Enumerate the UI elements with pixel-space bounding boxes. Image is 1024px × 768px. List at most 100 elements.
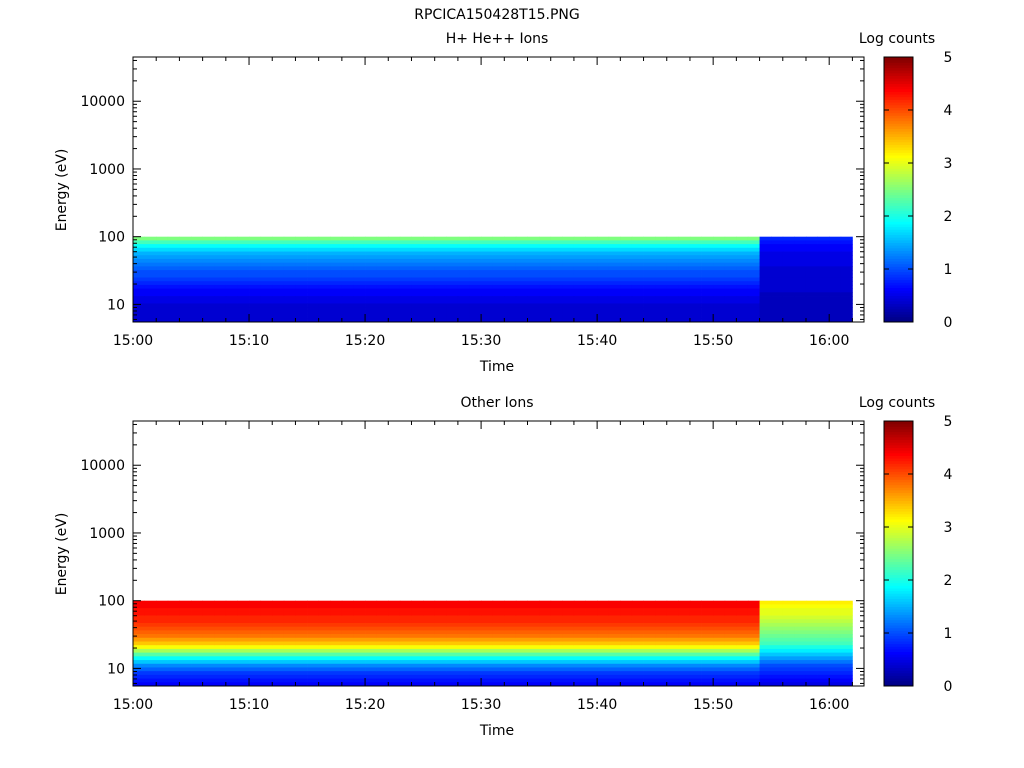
heatmap-cell	[341, 604, 354, 609]
heatmap-cell	[504, 667, 517, 672]
heatmap-cell	[365, 604, 378, 609]
heatmap-cell	[539, 318, 552, 323]
heatmap-cell	[817, 284, 830, 290]
heatmap-cell	[272, 656, 285, 661]
heatmap-cell	[376, 244, 389, 249]
heatmap-cell	[434, 251, 447, 256]
heatmap-cell	[167, 307, 180, 312]
colorbar-segment	[884, 540, 913, 544]
colorbar-segment	[884, 258, 913, 262]
heatmap-cell	[179, 682, 192, 687]
heatmap-cell	[631, 240, 644, 245]
heatmap-cell	[585, 648, 598, 654]
heatmap-cell	[446, 645, 459, 650]
heatmap-cell	[608, 299, 621, 304]
heatmap-cell	[341, 258, 354, 264]
heatmap-cell	[457, 288, 470, 293]
heatmap-cell	[272, 600, 285, 605]
heatmap-cell	[492, 645, 505, 650]
colorbar-segment	[884, 141, 913, 145]
heatmap-cell	[701, 299, 714, 304]
heatmap-cell	[678, 622, 691, 628]
heatmap-cell	[759, 318, 772, 323]
heatmap-cell	[597, 303, 610, 308]
heatmap-cell	[655, 255, 668, 260]
heatmap-cell	[504, 615, 517, 620]
heatmap-cell	[527, 299, 540, 304]
heatmap-cell	[805, 660, 818, 665]
heatmap-cell	[399, 626, 412, 631]
heatmap-cell	[249, 604, 262, 609]
heatmap-cell	[283, 634, 296, 639]
heatmap-cell	[423, 299, 436, 304]
heatmap-cell	[631, 604, 644, 609]
heatmap-cell	[759, 310, 772, 315]
heatmap-cell	[655, 277, 668, 282]
colorbar-segment	[884, 598, 913, 602]
heatmap-cell	[724, 645, 737, 650]
heatmap-cell	[655, 656, 668, 661]
heatmap-cell	[504, 281, 517, 286]
heatmap-cell	[295, 314, 308, 319]
heatmap-cell	[840, 641, 853, 646]
colorbar-segment	[884, 511, 913, 515]
heatmap-cell	[539, 634, 552, 639]
heatmap-cell	[376, 637, 389, 642]
heatmap-cell	[434, 292, 447, 297]
heatmap-cell	[481, 318, 494, 323]
heatmap-cell	[446, 608, 459, 613]
heatmap-cell	[225, 611, 238, 616]
heatmap-cell	[573, 255, 586, 260]
heatmap-cell	[202, 648, 215, 654]
heatmap-cell	[167, 641, 180, 646]
colorbar-segment	[884, 59, 913, 63]
heatmap-cell	[481, 656, 494, 661]
heatmap-cell	[736, 281, 749, 286]
heatmap-cell	[225, 284, 238, 290]
heatmap-cell	[678, 292, 691, 297]
heatmap-cell	[423, 258, 436, 264]
heatmap-cell	[260, 674, 273, 679]
heatmap-cell	[307, 667, 320, 672]
heatmap-cell	[144, 660, 157, 665]
colorbar-segment	[884, 189, 913, 193]
heatmap-cell	[167, 255, 180, 260]
heatmap-cell	[794, 652, 807, 657]
heatmap-cell	[133, 247, 145, 252]
heatmap-cell	[666, 652, 679, 657]
heatmap-cell	[399, 611, 412, 616]
heatmap-cell	[376, 270, 389, 275]
heatmap-cell	[144, 266, 157, 271]
colorbar-segment	[884, 192, 913, 196]
heatmap-cell	[376, 656, 389, 661]
heatmap-cell	[747, 288, 760, 293]
heatmap-cell	[330, 303, 343, 308]
heatmap-cell	[133, 615, 145, 620]
heatmap-cell	[191, 600, 204, 605]
heatmap-cell	[829, 251, 842, 256]
heatmap-cell	[249, 656, 262, 661]
heatmap-cell	[597, 674, 610, 679]
heatmap-cell	[597, 284, 610, 290]
heatmap-cell	[399, 682, 412, 687]
colorbar-segment	[884, 580, 913, 584]
heatmap-cell	[666, 262, 679, 267]
heatmap-cell	[156, 303, 169, 308]
heatmap-cell	[504, 310, 517, 315]
heatmap-cell	[423, 674, 436, 679]
x-axis-label: Time	[479, 723, 514, 739]
heatmap-cell	[237, 266, 250, 271]
heatmap-cell	[643, 645, 656, 650]
heatmap-cell	[794, 273, 807, 278]
heatmap-cell	[469, 318, 482, 323]
heatmap-cell	[817, 611, 830, 616]
heatmap-cell	[457, 292, 470, 297]
heatmap-cell	[202, 281, 215, 286]
heatmap-cell	[283, 656, 296, 661]
heatmap-cell	[573, 314, 586, 319]
heatmap-cell	[481, 273, 494, 278]
heatmap-cell	[631, 270, 644, 275]
heatmap-cell	[527, 630, 540, 635]
heatmap-cell	[573, 244, 586, 249]
heatmap-cell	[817, 678, 830, 683]
